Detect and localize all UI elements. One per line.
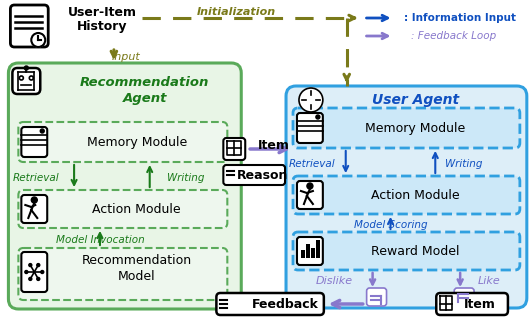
Text: : Feedback Loop: : Feedback Loop: [411, 31, 496, 41]
Text: Action Module: Action Module: [93, 203, 181, 215]
Text: User-Item: User-Item: [68, 5, 136, 18]
Text: Retrieval: Retrieval: [13, 173, 59, 183]
Text: Writing: Writing: [167, 173, 204, 183]
Bar: [316, 240, 320, 258]
Text: Like: Like: [478, 276, 501, 286]
Text: : Information Input: : Information Input: [404, 13, 516, 23]
Text: User Agent: User Agent: [372, 93, 459, 107]
Bar: [311, 248, 315, 258]
FancyBboxPatch shape: [11, 5, 48, 47]
FancyBboxPatch shape: [367, 288, 387, 306]
FancyBboxPatch shape: [297, 181, 323, 209]
FancyBboxPatch shape: [19, 122, 227, 162]
Text: Feedback: Feedback: [252, 298, 319, 310]
FancyBboxPatch shape: [297, 237, 323, 265]
Bar: [306, 244, 310, 258]
FancyBboxPatch shape: [19, 190, 227, 228]
Text: Memory Module: Memory Module: [87, 136, 187, 148]
Text: Model: Model: [118, 270, 155, 282]
FancyBboxPatch shape: [223, 138, 245, 160]
Text: Model Scoring: Model Scoring: [354, 220, 427, 230]
Text: Writing: Writing: [445, 159, 483, 169]
Text: Memory Module: Memory Module: [365, 121, 466, 135]
Text: Input: Input: [112, 52, 140, 62]
Circle shape: [41, 270, 44, 273]
Text: Agent: Agent: [122, 91, 167, 105]
FancyBboxPatch shape: [9, 63, 241, 309]
Text: Retrieval: Retrieval: [289, 159, 336, 169]
Text: Action Module: Action Module: [371, 188, 460, 202]
Circle shape: [24, 66, 28, 70]
Circle shape: [40, 129, 44, 133]
FancyBboxPatch shape: [436, 293, 508, 315]
FancyBboxPatch shape: [286, 86, 527, 308]
Text: Reward Model: Reward Model: [371, 244, 460, 258]
Circle shape: [37, 278, 40, 280]
Circle shape: [29, 278, 32, 280]
FancyBboxPatch shape: [19, 248, 227, 300]
Circle shape: [31, 197, 37, 203]
Text: Recommendation: Recommendation: [80, 75, 210, 89]
FancyBboxPatch shape: [21, 252, 47, 292]
Bar: [301, 250, 305, 258]
FancyBboxPatch shape: [297, 113, 323, 143]
FancyBboxPatch shape: [21, 127, 47, 157]
Text: Model Invocation: Model Invocation: [55, 235, 144, 245]
Circle shape: [29, 264, 32, 267]
Circle shape: [25, 270, 28, 273]
Text: Dislike: Dislike: [315, 276, 353, 286]
FancyBboxPatch shape: [454, 288, 474, 306]
Circle shape: [31, 33, 45, 47]
FancyBboxPatch shape: [293, 108, 520, 148]
Text: Initialization: Initialization: [197, 7, 276, 17]
Circle shape: [299, 88, 323, 112]
FancyBboxPatch shape: [223, 165, 285, 185]
Circle shape: [37, 264, 40, 267]
Text: Recommendation: Recommendation: [82, 253, 192, 267]
Circle shape: [307, 183, 313, 189]
Text: Item: Item: [258, 138, 290, 151]
Text: Item: Item: [464, 298, 496, 310]
Text: Reason: Reason: [236, 168, 288, 182]
Circle shape: [316, 115, 320, 119]
FancyBboxPatch shape: [293, 176, 520, 214]
FancyBboxPatch shape: [12, 68, 40, 94]
Text: History: History: [77, 20, 127, 33]
FancyBboxPatch shape: [293, 232, 520, 270]
FancyBboxPatch shape: [217, 293, 324, 315]
FancyBboxPatch shape: [21, 195, 47, 223]
